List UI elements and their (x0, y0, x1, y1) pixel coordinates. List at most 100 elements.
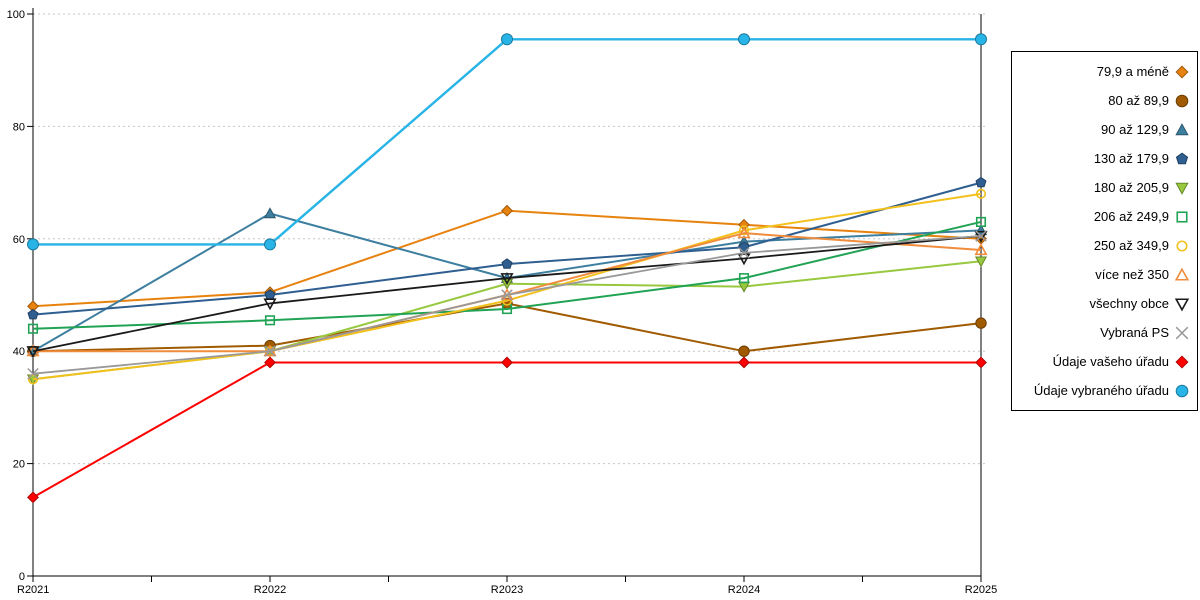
circle-marker-icon (264, 238, 276, 251)
diamond-marker-icon (501, 356, 513, 369)
circle-marker-icon (738, 33, 750, 46)
x-tick-label: R2024 (728, 584, 760, 596)
legend-item-label: 90 až 129,9 (1101, 122, 1169, 137)
triangle-down-marker-icon (737, 253, 751, 266)
legend-item-label: všechny obce (1089, 296, 1170, 311)
legend-item-label: 80 až 89,9 (1108, 93, 1169, 108)
legend-item: 206 až 249,9 (1012, 202, 1197, 231)
x-marker-icon (501, 289, 513, 301)
square-marker-icon (975, 216, 987, 228)
legend-item-label: Údaje vybraného úřadu (1033, 383, 1169, 398)
series-line (32, 220, 982, 330)
triangle-up-marker-icon (1175, 122, 1189, 135)
legend-marker-icon (1175, 354, 1189, 369)
circle-marker-icon (975, 33, 987, 46)
legend-marker-icon (1175, 326, 1189, 339)
circle-marker-icon (501, 33, 513, 46)
series-11 (27, 33, 987, 251)
square-marker-icon (264, 315, 276, 326)
legend-item-label: 206 až 249,9 (1093, 209, 1169, 224)
diamond-marker-icon (1175, 354, 1189, 369)
diamond-marker-icon (1175, 64, 1189, 79)
legend-marker-icon (1176, 239, 1188, 252)
y-tick-label: 0 (19, 571, 25, 583)
pentagon-marker-icon (975, 176, 987, 188)
triangle-down-marker-icon (26, 346, 40, 359)
square-marker-icon (27, 323, 39, 334)
circle-marker-icon (738, 345, 750, 357)
x-marker-icon (1175, 326, 1189, 339)
legend-item: 79,9 a méně (1012, 57, 1197, 86)
legend-item: více než 350 (1012, 260, 1197, 289)
triangle-down-marker-icon (500, 273, 514, 286)
legend-item-label: Vybraná PS (1100, 325, 1169, 340)
legend-marker-icon (1175, 94, 1189, 107)
diamond-marker-icon (738, 356, 750, 369)
legend: 79,9 a méně 80 až 89,9 90 až 129,9 130 až 1… (1011, 51, 1198, 411)
series-1 (27, 297, 987, 357)
legend-item: 90 až 129,9 (1012, 115, 1197, 144)
legend-item-label: 250 až 349,9 (1093, 238, 1169, 253)
triangle-down-marker-icon (263, 298, 277, 311)
legend-item: Vybraná PS (1012, 318, 1197, 347)
pentagon-marker-icon (738, 241, 750, 252)
series-line (32, 361, 981, 499)
circle-marker-icon (975, 188, 987, 199)
circle-marker-icon (27, 374, 39, 385)
circle-marker-icon (1176, 239, 1188, 252)
series-9 (27, 230, 987, 380)
triangle-up-marker-icon (974, 243, 988, 256)
circle-marker-icon (1175, 384, 1189, 397)
diamond-marker-icon (27, 491, 39, 504)
triangle-up-marker-icon (1174, 267, 1190, 281)
legend-item: Údaje vašeho úřadu (1012, 347, 1197, 376)
diamond-marker-icon (264, 356, 276, 369)
series-line (33, 232, 982, 353)
triangle-down-marker-icon (974, 256, 988, 268)
series-7 (26, 226, 988, 357)
x-tick-label: R2023 (491, 584, 523, 596)
legend-item: 80 až 89,9 (1012, 86, 1197, 115)
legend-marker-icon (1175, 64, 1189, 79)
pentagon-marker-icon (1175, 152, 1189, 164)
diamond-marker-icon (501, 204, 513, 217)
square-marker-icon (1176, 210, 1188, 223)
legend-marker-icon (1174, 267, 1190, 281)
series-8 (26, 230, 988, 359)
legend-item: 130 až 179,9 (1012, 144, 1197, 173)
x-tick-label: R2022 (254, 584, 286, 596)
legend-item-label: 79,9 a méně (1096, 64, 1169, 79)
legend-marker-icon (1176, 210, 1188, 223)
legend-marker-icon (1174, 297, 1190, 311)
circle-marker-icon (1175, 94, 1189, 107)
triangle-up-marker-icon (263, 207, 277, 219)
x-marker-icon (27, 367, 39, 380)
y-tick-label: 80 (13, 121, 25, 133)
y-tick-label: 20 (13, 459, 25, 471)
triangle-up-marker-icon (737, 226, 751, 239)
circle-marker-icon (501, 295, 513, 306)
legend-item: 180 až 205,9 (1012, 173, 1197, 202)
legend-item-label: více než 350 (1095, 267, 1169, 282)
series-line (32, 192, 982, 381)
x-tick-label: R2021 (17, 584, 49, 596)
series-line (32, 302, 982, 353)
legend-marker-icon (1175, 152, 1189, 164)
series-3 (27, 176, 987, 320)
y-tick-label: 60 (13, 234, 25, 246)
legend-item: všechny obce (1012, 289, 1197, 318)
legend-item-label: Údaje vašeho úřadu (1052, 354, 1169, 369)
y-tick-label: 100 (7, 9, 25, 21)
y-tick-label: 40 (13, 346, 25, 358)
square-marker-icon (738, 273, 750, 284)
x-marker-icon (975, 230, 987, 242)
x-marker-icon (264, 345, 276, 357)
pentagon-marker-icon (27, 308, 39, 320)
circle-marker-icon (27, 238, 39, 251)
x-tick-label: R2025 (965, 584, 997, 596)
legend-marker-icon (1175, 122, 1189, 135)
x-marker-icon (738, 247, 750, 259)
legend-item-label: 130 až 179,9 (1093, 151, 1169, 166)
